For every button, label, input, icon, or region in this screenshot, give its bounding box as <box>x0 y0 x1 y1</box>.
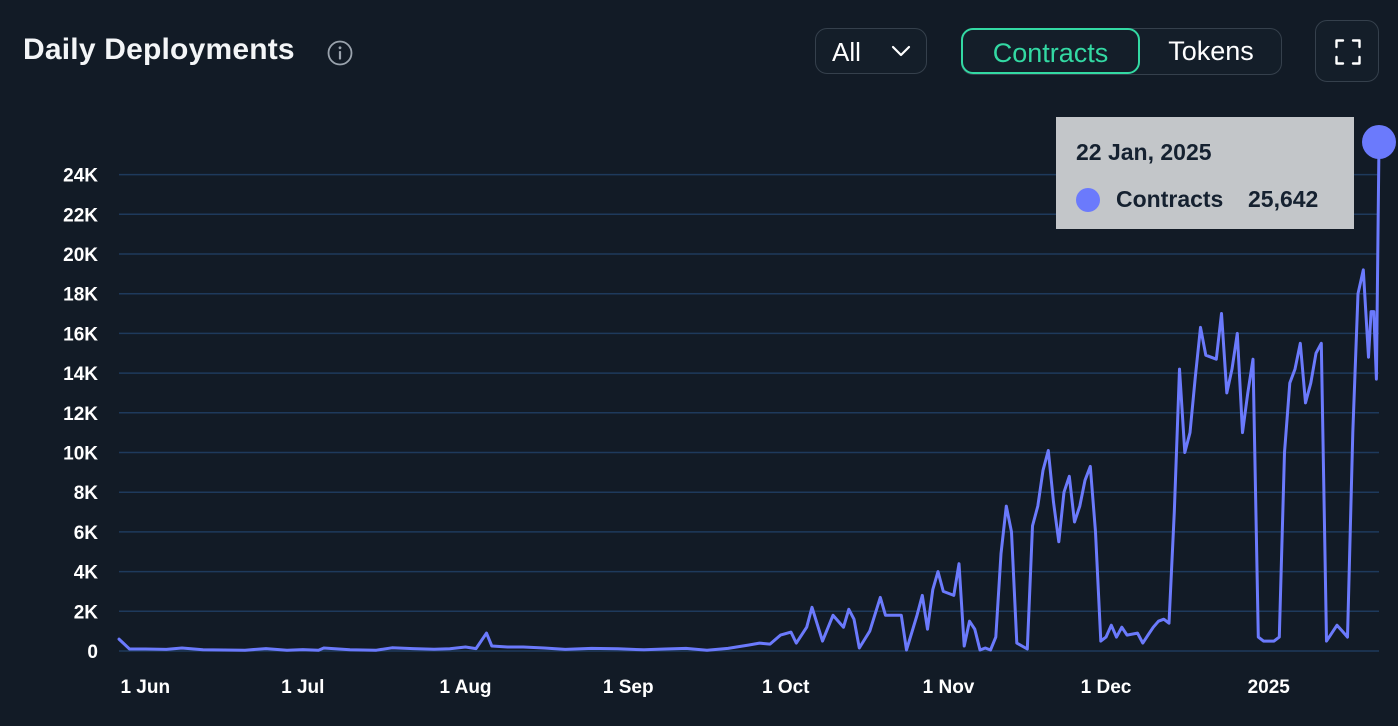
filter-selected-label: All <box>832 37 861 67</box>
chart-tooltip: 22 Jan, 2025 Contracts 25,642 <box>1056 117 1354 229</box>
x-tick-label: 1 Jul <box>281 677 324 698</box>
x-tick-label: 1 Jun <box>120 677 170 698</box>
x-tick-label: 1 Sep <box>603 677 654 698</box>
filter-select[interactable]: All <box>815 28 927 74</box>
y-tick-label: 4K <box>74 563 99 584</box>
chart-header: Daily Deployments All Contracts Tokens <box>0 0 1398 100</box>
series-line-contracts <box>117 140 1381 652</box>
y-tick-label: 20K <box>63 245 98 266</box>
chart-title: Daily Deployments <box>23 33 295 66</box>
y-tick-label: 14K <box>63 364 98 385</box>
tooltip-series-name: Contracts <box>1116 186 1224 212</box>
x-tick-label: 1 Dec <box>1081 677 1132 698</box>
tab-contracts[interactable]: Contracts <box>961 28 1140 74</box>
y-tick-label: 10K <box>63 443 98 464</box>
chevron-down-icon <box>891 45 911 57</box>
fullscreen-button[interactable] <box>1315 20 1379 82</box>
y-tick-label: 2K <box>74 602 99 623</box>
y-tick-label: 18K <box>63 285 98 306</box>
x-tick-label: 1 Nov <box>923 677 975 698</box>
tooltip-value: 25,642 <box>1248 186 1319 212</box>
fullscreen-icon <box>1335 39 1361 65</box>
tooltip-date: 22 Jan, 2025 <box>1076 139 1212 165</box>
highlight-point <box>1362 125 1396 159</box>
info-icon[interactable] <box>327 40 353 66</box>
x-tick-label: 1 Aug <box>439 677 491 698</box>
y-tick-label: 8K <box>74 483 99 504</box>
x-tick-label: 2025 <box>1248 677 1291 698</box>
series-toggle: Contracts Tokens <box>961 28 1282 75</box>
y-tick-label: 6K <box>74 523 99 544</box>
y-tick-label: 12K <box>63 404 98 425</box>
y-tick-label: 16K <box>63 324 98 345</box>
tooltip-series-dot <box>1076 188 1100 212</box>
x-tick-label: 1 Oct <box>762 677 810 698</box>
y-tick-label: 24K <box>63 166 98 187</box>
y-tick-label: 22K <box>63 205 98 226</box>
tab-tokens[interactable]: Tokens <box>1168 36 1254 66</box>
y-tick-label: 0 <box>87 642 98 663</box>
